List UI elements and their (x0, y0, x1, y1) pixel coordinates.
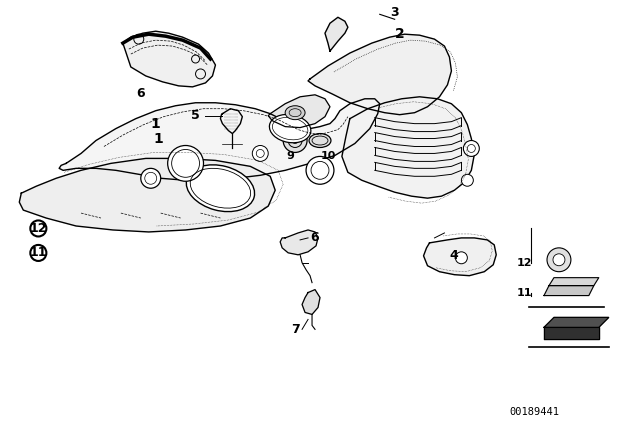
Text: 12: 12 (29, 222, 47, 235)
Polygon shape (268, 95, 330, 128)
Ellipse shape (285, 106, 305, 120)
Polygon shape (59, 99, 380, 180)
Circle shape (547, 248, 571, 271)
Circle shape (306, 156, 334, 184)
Text: 10: 10 (320, 151, 335, 161)
Circle shape (252, 146, 268, 161)
Text: 6: 6 (310, 232, 319, 245)
Ellipse shape (186, 165, 255, 211)
Text: 11: 11 (29, 246, 47, 259)
Polygon shape (302, 289, 320, 314)
Circle shape (292, 138, 298, 143)
Circle shape (283, 129, 307, 152)
Polygon shape (220, 109, 243, 134)
Circle shape (141, 168, 161, 188)
Polygon shape (19, 159, 275, 232)
Polygon shape (544, 286, 594, 296)
Polygon shape (308, 34, 451, 115)
Circle shape (30, 245, 46, 261)
Circle shape (456, 252, 467, 264)
Polygon shape (424, 238, 496, 276)
Circle shape (461, 174, 474, 186)
Text: 1: 1 (151, 116, 161, 131)
Text: 1: 1 (154, 132, 164, 146)
Text: 7: 7 (291, 323, 300, 336)
Ellipse shape (269, 114, 311, 143)
Text: 3: 3 (390, 6, 399, 19)
Text: 9: 9 (286, 151, 294, 161)
Circle shape (30, 220, 46, 237)
Polygon shape (123, 31, 216, 87)
Ellipse shape (309, 134, 331, 147)
Text: 12: 12 (516, 258, 532, 268)
Circle shape (168, 146, 204, 181)
Polygon shape (544, 318, 609, 327)
Text: 00189441: 00189441 (509, 407, 559, 417)
Polygon shape (544, 327, 599, 339)
Polygon shape (280, 230, 318, 255)
Text: 5: 5 (191, 109, 200, 122)
Circle shape (463, 141, 479, 156)
Text: 6: 6 (136, 87, 145, 100)
Polygon shape (325, 17, 348, 51)
Polygon shape (549, 278, 599, 286)
Polygon shape (342, 97, 474, 198)
Text: 4: 4 (449, 249, 458, 262)
Text: 2: 2 (395, 27, 404, 41)
Circle shape (553, 254, 565, 266)
Text: 11: 11 (516, 288, 532, 297)
